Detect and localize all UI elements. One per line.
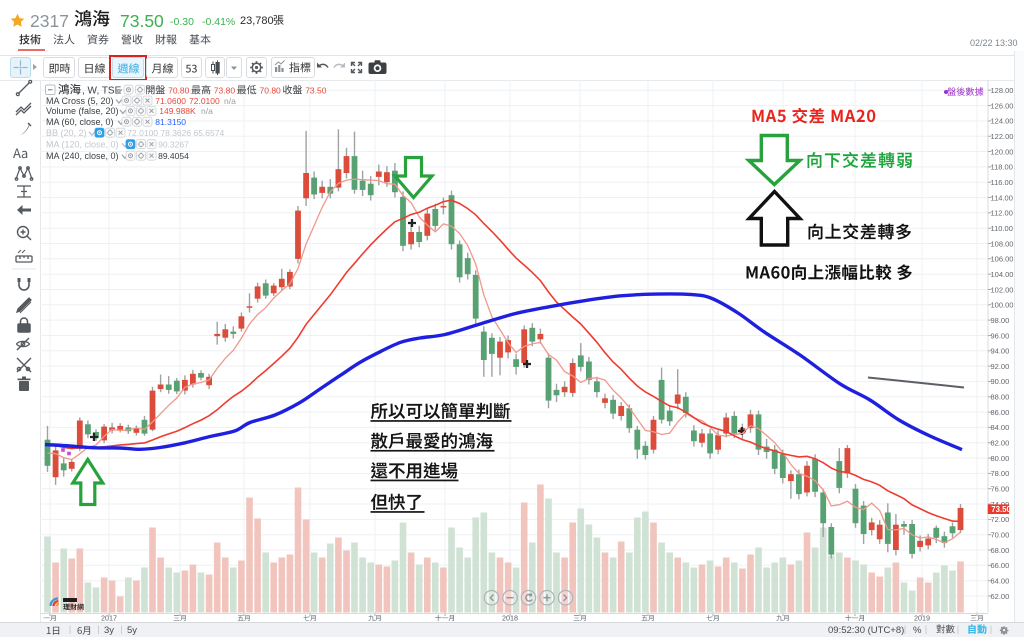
- svg-text:MA (120, close, 0): MA (120, close, 0): [46, 140, 119, 150]
- svg-text:70.80: 70.80: [168, 86, 190, 96]
- svg-text:71.0600: 71.0600: [155, 96, 186, 106]
- svg-text:n/a: n/a: [201, 106, 213, 116]
- svg-text:, W, TSE: , W, TSE: [82, 86, 122, 97]
- svg-text:80.00: 80.00: [991, 454, 1010, 463]
- svg-text:106.00: 106.00: [991, 255, 1014, 264]
- svg-text:73.50: 73.50: [305, 86, 327, 96]
- svg-text:128.00: 128.00: [991, 86, 1014, 95]
- svg-text:72.00: 72.00: [991, 515, 1010, 524]
- svg-text:124.00: 124.00: [991, 117, 1014, 126]
- svg-text:86.00: 86.00: [991, 408, 1010, 417]
- svg-text:MA (240, close, 0): MA (240, close, 0): [46, 151, 119, 161]
- svg-text:73.80: 73.80: [214, 86, 236, 96]
- svg-text:81.3150: 81.3150: [155, 117, 186, 127]
- svg-text:76.00: 76.00: [991, 485, 1010, 494]
- svg-text:90.3267: 90.3267: [158, 140, 189, 150]
- svg-text:112.00: 112.00: [991, 209, 1013, 218]
- svg-text:89.4054: 89.4054: [158, 151, 189, 161]
- svg-text:66.00: 66.00: [991, 561, 1010, 570]
- svg-text:92.00: 92.00: [991, 362, 1010, 371]
- svg-text:100.00: 100.00: [991, 301, 1014, 310]
- svg-text:09:52:30 (UTC+8): 09:52:30 (UTC+8): [828, 625, 904, 636]
- svg-text:82.00: 82.00: [991, 439, 1010, 448]
- svg-text:62.00: 62.00: [991, 592, 1010, 601]
- svg-text:2018: 2018: [502, 614, 518, 623]
- svg-text:120.00: 120.00: [991, 147, 1014, 156]
- svg-text:126.00: 126.00: [991, 101, 1014, 110]
- svg-text:110.00: 110.00: [991, 224, 1013, 233]
- svg-text:108.00: 108.00: [991, 239, 1014, 248]
- svg-text:%: %: [913, 625, 922, 636]
- svg-text:70.00: 70.00: [991, 531, 1010, 540]
- svg-text:94.00: 94.00: [991, 347, 1010, 356]
- svg-text:74.00: 74.00: [991, 500, 1010, 509]
- svg-text:2019: 2019: [914, 614, 930, 623]
- svg-text:98.00: 98.00: [991, 316, 1010, 325]
- svg-text:64.00: 64.00: [991, 577, 1010, 586]
- svg-text:116.00: 116.00: [991, 178, 1013, 187]
- svg-text:84.00: 84.00: [991, 423, 1010, 432]
- svg-text:BB (20, 2): BB (20, 2): [46, 128, 87, 138]
- svg-text:104.00: 104.00: [991, 270, 1014, 279]
- svg-text:149.988K: 149.988K: [159, 106, 196, 116]
- svg-text:Volume (false, 20): Volume (false, 20): [46, 106, 119, 116]
- svg-text:78.00: 78.00: [991, 469, 1010, 478]
- svg-text:118.00: 118.00: [991, 163, 1013, 172]
- svg-text:72.0100: 72.0100: [189, 96, 220, 106]
- svg-text:73.50: 73.50: [991, 505, 1011, 514]
- svg-text:90.00: 90.00: [991, 377, 1010, 386]
- svg-text:122.00: 122.00: [991, 132, 1014, 141]
- svg-text:102.00: 102.00: [991, 285, 1014, 294]
- svg-text:MA (60, close, 0): MA (60, close, 0): [46, 117, 114, 127]
- svg-text:88.00: 88.00: [991, 393, 1010, 402]
- svg-text:3y: 3y: [104, 625, 114, 636]
- svg-text:96.00: 96.00: [991, 331, 1010, 340]
- svg-text:114.00: 114.00: [991, 193, 1013, 202]
- svg-text:5y: 5y: [127, 625, 137, 636]
- svg-text:MA Cross (5, 20): MA Cross (5, 20): [46, 96, 114, 106]
- svg-text:68.00: 68.00: [991, 546, 1010, 555]
- svg-text:72.0100 78.3626 65.6574: 72.0100 78.3626 65.6574: [127, 128, 224, 138]
- svg-text:70.80: 70.80: [260, 86, 282, 96]
- svg-text:2017: 2017: [101, 614, 117, 623]
- svg-text:n/a: n/a: [224, 96, 236, 106]
